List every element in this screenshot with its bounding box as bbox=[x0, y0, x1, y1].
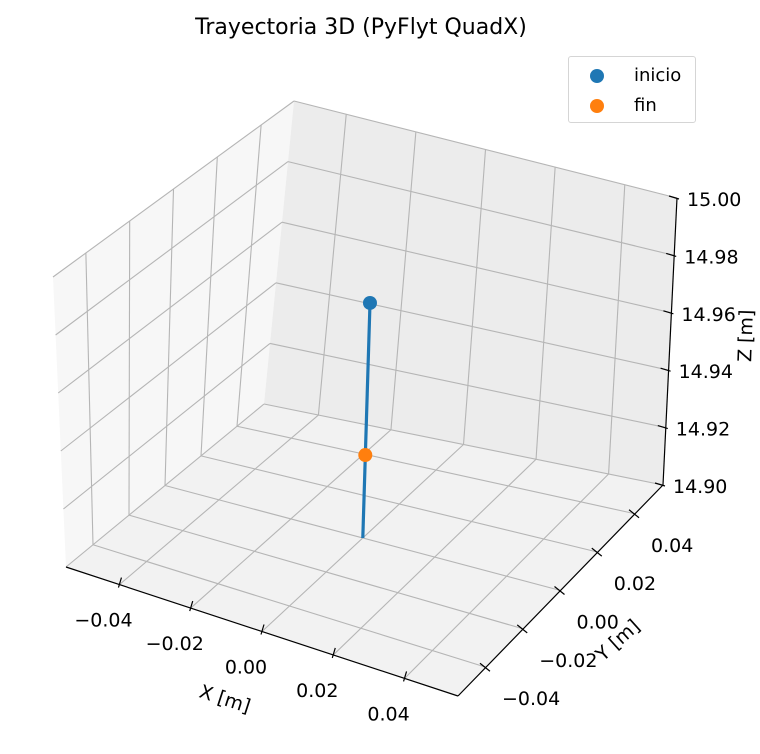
z-tick bbox=[666, 252, 677, 257]
z-axis: 14.90 14.92 14.94 14.96 14.98 15.00 bbox=[654, 189, 741, 498]
x-tick bbox=[402, 671, 408, 682]
grid-line-z bbox=[52, 100, 295, 278]
x-tick-label: 0.02 bbox=[296, 680, 338, 702]
grid-line-z bbox=[275, 282, 669, 371]
grid-line-z bbox=[63, 342, 271, 510]
z-tick-label: 14.96 bbox=[681, 304, 735, 326]
legend-marker-inicio bbox=[590, 69, 604, 83]
y-tick bbox=[554, 586, 565, 595]
y-tick bbox=[479, 662, 491, 672]
grid-line-z bbox=[269, 342, 666, 429]
grid-line-x bbox=[535, 167, 556, 460]
grid-line-y bbox=[236, 425, 636, 515]
y-tick-label: 0.04 bbox=[651, 535, 693, 557]
y-tick bbox=[591, 547, 603, 557]
x-tick-label: −0.02 bbox=[146, 633, 204, 655]
legend-label-inicio: inicio bbox=[634, 65, 682, 86]
z-tick bbox=[660, 367, 671, 372]
grid-line-z bbox=[57, 221, 283, 394]
grid-line-x bbox=[317, 114, 347, 416]
y-tick-label: 0.02 bbox=[614, 573, 656, 595]
legend-label-fin: fin bbox=[634, 95, 657, 116]
legend: inicio fin bbox=[568, 56, 696, 123]
x-tick bbox=[331, 647, 336, 659]
pane-left bbox=[53, 101, 294, 567]
grid-line-y bbox=[164, 484, 561, 592]
grid-lines bbox=[52, 100, 678, 679]
y-tick-label: −0.04 bbox=[502, 688, 560, 710]
trajectory-line bbox=[361, 302, 372, 539]
z-tick-label: 15.00 bbox=[687, 189, 741, 211]
grid-line-x bbox=[390, 131, 417, 430]
z-axis-label: Z [m] bbox=[734, 309, 758, 362]
grid-line-z bbox=[293, 100, 678, 199]
x-tick bbox=[189, 600, 194, 612]
series-layer bbox=[358, 295, 377, 539]
x-axis: −0.04 −0.02 0.00 0.02 0.04 bbox=[65, 566, 459, 725]
z-tick-label: 14.94 bbox=[679, 361, 733, 383]
z-tick-label: 14.90 bbox=[673, 476, 727, 498]
grid-line-z bbox=[263, 403, 664, 486]
z-axis-line bbox=[662, 197, 678, 486]
x-tick bbox=[260, 624, 265, 635]
legend-marker-fin bbox=[590, 99, 604, 113]
grid-line-y bbox=[236, 124, 262, 427]
z-tick bbox=[657, 425, 668, 430]
pane-floor bbox=[66, 404, 663, 696]
y-tick-label: 0.00 bbox=[577, 612, 619, 634]
z-tick-label: 14.92 bbox=[676, 419, 730, 441]
chart-title: Trayectoria 3D (PyFlyt QuadX) bbox=[194, 15, 527, 40]
marker-inicio bbox=[362, 295, 377, 310]
grid-line-y bbox=[200, 156, 218, 456]
y-tick bbox=[516, 624, 528, 634]
x-tick-label: 0.04 bbox=[367, 703, 409, 725]
y-axis: −0.04 −0.02 0.00 0.02 0.04 bbox=[457, 484, 693, 710]
grid-line-y bbox=[128, 514, 524, 630]
grid-line-z bbox=[281, 221, 672, 314]
z-tick-label: 14.98 bbox=[684, 246, 738, 268]
x-tick bbox=[117, 577, 123, 588]
z-tick bbox=[654, 482, 666, 487]
axis-panes bbox=[53, 101, 677, 696]
grid-line-y bbox=[164, 188, 175, 486]
grid-line-z bbox=[55, 161, 289, 336]
grid-line-z bbox=[65, 403, 265, 568]
x-tick-label: 0.00 bbox=[225, 657, 267, 679]
grid-line-z bbox=[287, 161, 675, 256]
x-axis-label: X [m] bbox=[197, 681, 254, 718]
y-axis-line bbox=[457, 484, 664, 697]
grid-line-y bbox=[200, 455, 598, 553]
grid-line-y bbox=[92, 544, 487, 668]
grid-line-y bbox=[128, 220, 131, 516]
grid-line-y bbox=[85, 252, 94, 545]
y-tick-label: −0.02 bbox=[539, 650, 597, 672]
z-tick bbox=[663, 310, 674, 315]
grid-line-x bbox=[608, 184, 626, 474]
grid-line-x bbox=[462, 149, 487, 445]
x-tick-label: −0.04 bbox=[74, 610, 132, 632]
z-tick bbox=[668, 195, 680, 200]
marker-fin bbox=[358, 448, 373, 463]
y-tick bbox=[628, 509, 640, 519]
grid-line-z bbox=[60, 282, 277, 452]
